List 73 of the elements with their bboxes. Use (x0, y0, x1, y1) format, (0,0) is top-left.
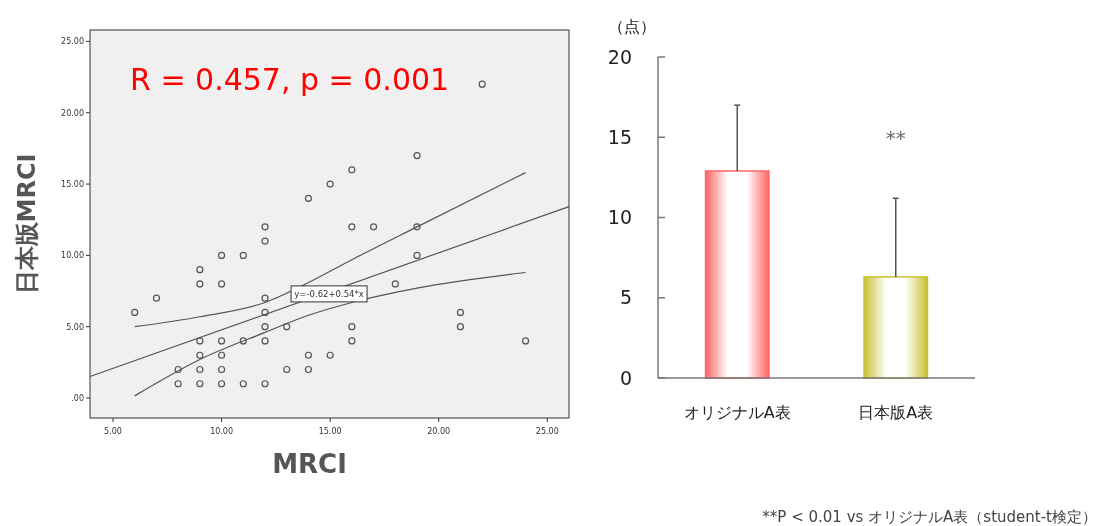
y-tick-label: 15 (607, 125, 632, 148)
y-tick-label: 10.00 (61, 251, 84, 261)
point (152, 294, 161, 302)
y-tick-label: .00 (71, 393, 84, 403)
x-tick-label: 15.00 (318, 427, 342, 436)
point (261, 308, 269, 317)
point (196, 280, 204, 288)
y-tick-label: 15.00 (61, 179, 84, 189)
point (456, 308, 465, 317)
y-tick-label: 0 (619, 366, 632, 389)
point (174, 380, 182, 388)
point (304, 194, 313, 202)
point (348, 166, 356, 174)
point (217, 351, 226, 359)
point (413, 251, 421, 259)
x-tick-label: 25.00 (535, 427, 559, 436)
point (174, 365, 182, 374)
y-tick-label: 5.00 (66, 322, 84, 332)
point (239, 251, 247, 259)
point (261, 223, 269, 231)
point (196, 380, 204, 388)
point (239, 380, 247, 388)
annotation: ** (885, 126, 906, 150)
point (196, 266, 204, 274)
x-tick-label: 5.00 (104, 427, 122, 436)
point (283, 365, 291, 374)
y-axis-title: （点） (608, 17, 656, 36)
point (261, 380, 269, 388)
point (217, 380, 226, 388)
x-tick-label: 20.00 (427, 427, 451, 436)
point (261, 337, 269, 345)
point (239, 337, 247, 345)
point (348, 223, 356, 231)
point (217, 280, 226, 288)
y-axis-title: 日本版MRCI (13, 153, 41, 295)
y-tick-label: 10 (607, 206, 632, 229)
point (196, 337, 204, 345)
point (131, 308, 139, 317)
y-tick-label: 20 (607, 45, 632, 68)
point (413, 151, 421, 160)
y-tick-label: 25.00 (61, 37, 84, 47)
annotation: R = 0.457, p = 0.001 (130, 62, 450, 97)
y-tick-label: 20.00 (61, 108, 84, 118)
point (283, 323, 291, 331)
point (456, 323, 465, 331)
point (348, 337, 356, 345)
point (261, 323, 269, 331)
x-tick-label: オリジナルA表 (683, 403, 791, 422)
point (217, 251, 226, 259)
x-tick-label: 10.00 (210, 427, 234, 436)
point (304, 365, 313, 374)
x-tick-label: 日本版A表 (858, 403, 934, 422)
line-series (134, 172, 527, 328)
point (326, 351, 334, 359)
point (196, 351, 204, 359)
point (521, 337, 530, 345)
point (217, 365, 226, 374)
point (369, 223, 378, 231)
point (261, 237, 269, 245)
point (391, 280, 399, 288)
line-series (134, 271, 527, 397)
point (304, 351, 313, 359)
point (196, 365, 204, 374)
point (478, 80, 486, 88)
point (261, 294, 269, 302)
text: **P < 0.01 vs オリジナルA表（student-t検定） (762, 508, 1097, 526)
point (348, 323, 356, 331)
y-tick-label: 5 (619, 286, 632, 309)
point (326, 180, 334, 188)
point (413, 223, 421, 231)
annotation: y=-0.62+0.54*x (294, 288, 364, 299)
x-axis-title: MRCI (272, 449, 347, 479)
point (217, 337, 226, 345)
